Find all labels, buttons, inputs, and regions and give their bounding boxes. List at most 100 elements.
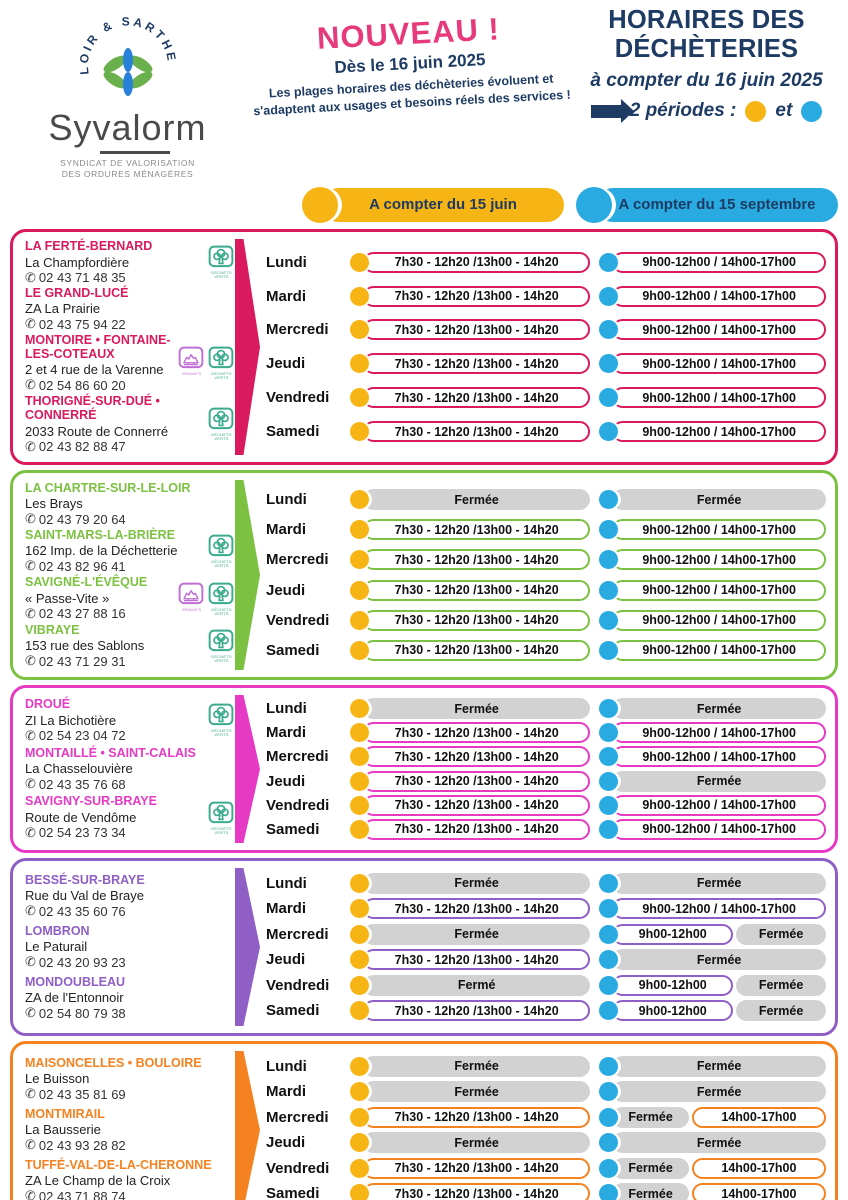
decheterie-group-5: MAISONCELLES • BOULOIRE Le Buisson ✆ 02 43 … — [10, 1040, 838, 1200]
period-slot-p2: 9h00-12h00 / 14h00-17h00 — [599, 549, 826, 571]
location-address: ZA de l'Entonnoir — [25, 990, 124, 1006]
schedule-row: Mercredi Fermée 9h00-12h00 Fermée — [266, 923, 826, 945]
period-slot-p2: Fermée — [599, 872, 826, 894]
location-item: SAINT-MARS-LA-BRIÈRE 162 Imp. de la Déche… — [25, 528, 235, 574]
day-label: Samedi — [266, 641, 320, 659]
period-slot-p1: 7h30 - 12h20 /13h00 - 14h20 — [350, 770, 591, 792]
period-slot-p1: 7h30 - 12h20 /13h00 - 14h20 — [350, 1106, 591, 1128]
location-phone: ✆ 02 54 80 79 38 — [25, 1005, 126, 1021]
schedule-row: Vendredi 7h30 - 12h20 /13h00 - 14h20 Fermé… — [266, 1157, 826, 1179]
phone-icon: ✆ — [25, 954, 36, 970]
period-slot-p1: Fermée — [350, 923, 591, 945]
hours-pill: 9h00-12h00 / 14h00-17h00 — [612, 609, 826, 631]
verts-caption: DÉCHETS VERTS — [211, 270, 232, 280]
period2-dot-icon — [599, 286, 619, 306]
locations-list: DROUÉ ZI La Bichotière ✆ 02 54 23 04 72 DÉCH… — [25, 695, 235, 843]
schedule-row: Samedi 7h30 - 12h20 /13h00 - 14h20 Fermée 1… — [266, 1183, 826, 1200]
hours-pill: 9h00-12h00 / 14h00-17h00 — [612, 251, 826, 273]
location-address: ZI La Bichotière — [25, 712, 117, 728]
closed-pill: Fermée — [612, 1081, 826, 1103]
location-info: THORIGNÉ-SUR-DUÉ • CONNERRÉ 2033 Route de… — [25, 394, 208, 455]
location-phone: ✆ 02 43 93 28 82 — [25, 1137, 126, 1153]
period-slot-p2: Fermée 14h00-17h00 — [599, 1183, 826, 1200]
period2-dot-icon — [599, 1107, 619, 1127]
period1-dot-icon — [350, 610, 369, 630]
period1-dot-icon — [350, 723, 369, 743]
phone-icon: ✆ — [25, 1188, 36, 1200]
verts-icon: DÉCHETS VERTS — [208, 582, 235, 616]
period-slot-p2: 9h00-12h00 / 14h00-17h00 — [599, 579, 826, 601]
location-address: La Champfordière — [25, 254, 130, 270]
period1-dot-icon — [350, 320, 369, 340]
phone-icon: ✆ — [25, 824, 36, 840]
period1-dot-icon — [302, 186, 338, 223]
schedule-row: Mercredi 7h30 - 12h20 /13h00 - 14h20 9h00-… — [266, 549, 826, 571]
period2-dot-icon — [599, 771, 619, 791]
schedule-row: Samedi 7h30 - 12h20 /13h00 - 14h20 9h00-12… — [266, 818, 826, 840]
decheterie-group-1: LA FERTÉ-BERNARD La Champfordière ✆ 02 43 7… — [10, 228, 838, 465]
period-slot-p2: 9h00-12h00 / 14h00-17h00 — [599, 319, 826, 341]
location-phone: ✆ 02 43 35 76 68 — [25, 776, 196, 792]
hours-pill: 9h00-12h00 / 14h00-17h00 — [612, 722, 826, 744]
location-name: DROUÉ — [25, 697, 71, 712]
location-info: LOMBRON Le Paturail ✆ 02 43 20 93 23 — [25, 924, 126, 970]
verts-caption: DÉCHETS VERTS — [211, 728, 232, 738]
hours-pill: 7h30 - 12h20 /13h00 - 14h20 — [363, 285, 591, 307]
location-address: Le Paturail — [25, 939, 88, 955]
period-slot-p1: 7h30 - 12h20 /13h00 - 14h20 — [350, 251, 591, 273]
period1-dot-icon — [350, 1056, 369, 1076]
period1-dot-icon — [350, 1001, 369, 1021]
phone-icon: ✆ — [25, 269, 36, 285]
period-slot-p2: Fermée — [599, 698, 826, 720]
day-label: Jeudi — [266, 355, 306, 373]
period2-dot-icon — [599, 580, 619, 600]
period2-dot-icon — [801, 100, 823, 122]
period2-dot-icon — [599, 819, 619, 839]
phone-icon: ✆ — [25, 903, 36, 919]
location-info: BESSÉ-SUR-BRAYE Rue du Val de Braye ✆ 02 43… — [25, 873, 145, 919]
location-info: DROUÉ ZI La Bichotière ✆ 02 54 23 04 72 — [25, 697, 126, 743]
closed-pill: Fermée — [736, 974, 826, 996]
period2-dot-icon — [599, 610, 619, 630]
location-address: 162 Imp. de la Déchetterie — [25, 543, 178, 559]
location-address: La Bausserie — [25, 1122, 101, 1138]
hours-pill: 9h00-12h00 / 14h00-17h00 — [612, 639, 826, 661]
phone-icon: ✆ — [25, 1086, 36, 1102]
period-slot-p1: 7h30 - 12h20 /13h00 - 14h20 — [350, 421, 591, 442]
period2-dot-icon — [599, 873, 619, 893]
period1-dot-icon — [350, 975, 369, 995]
period2-dot-icon — [599, 747, 619, 767]
period1-dot-icon — [350, 747, 369, 767]
schedule-row: Jeudi 7h30 - 12h20 /13h00 - 14h20 Fermée — [266, 949, 826, 971]
schedule-row: Lundi Fermée Fermée — [266, 489, 826, 511]
closed-pill: Fermée — [612, 1183, 689, 1200]
location-phone: ✆ 02 43 35 60 76 — [25, 903, 145, 919]
period-slot-p2: Fermée — [599, 1055, 826, 1077]
schedule-row: Mercredi 7h30 - 12h20 /13h00 - 14h20 Fermé… — [266, 1106, 826, 1128]
closed-pill: Fermée — [612, 698, 826, 720]
day-label: Mercredi — [266, 1108, 329, 1126]
location-name: SAVIGNÉ-L'ÉVÊQUE — [25, 575, 148, 590]
hours-pill: 9h00-12h00 / 14h00-17h00 — [612, 579, 826, 601]
period-slot-p1: Fermée — [350, 872, 591, 894]
schedule-row: Jeudi Fermée Fermée — [266, 1132, 826, 1154]
period-slot-p1: Fermée — [350, 489, 591, 511]
period1-dot-icon — [350, 1158, 369, 1178]
location-icons: DÉCHETS VERTS — [208, 703, 235, 737]
period-slot-p1: 7h30 - 12h20 /13h00 - 14h20 — [350, 319, 591, 341]
hours-pill: 7h30 - 12h20 /13h00 - 14h20 — [363, 579, 591, 601]
period-slot-p1: Fermée — [350, 1132, 591, 1154]
period-slot-p1: 7h30 - 12h20 /13h00 - 14h20 — [350, 387, 591, 409]
period-slot-p2: Fermée 14h00-17h00 — [599, 1106, 826, 1128]
hours-pill: 9h00-12h00 / 14h00-17h00 — [612, 898, 826, 920]
period1-dot-icon — [350, 422, 369, 441]
location-name: SAINT-MARS-LA-BRIÈRE — [25, 528, 175, 543]
period-slot-p2: 9h00-12h00 Fermée — [599, 974, 826, 996]
location-name: LE GRAND-LUCÉ — [25, 286, 129, 300]
schedule-row: Mercredi 7h30 - 12h20 /13h00 - 14h20 9h00-… — [266, 746, 826, 768]
schedule-row: Mercredi 7h30 - 12h20 /13h00 - 14h20 9h00-… — [266, 319, 826, 341]
location-item: THORIGNÉ-SUR-DUÉ • CONNERRÉ 2033 Route de… — [25, 394, 235, 455]
closed-pill: Fermé — [363, 974, 591, 996]
periods-label: 2 périodes : — [629, 100, 737, 121]
location-info: MONTOIRE • FONTAINE-LES-COTEAUX 2 et 4 ru… — [25, 333, 178, 394]
